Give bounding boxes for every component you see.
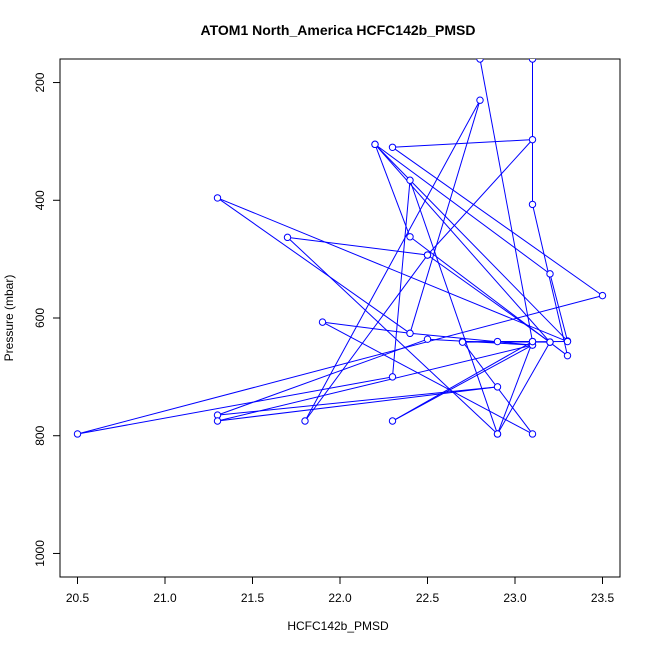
- series-line-segment: [409, 100, 481, 334]
- data-point: [528, 200, 537, 209]
- data-point: [546, 338, 554, 346]
- series-line-segment: [532, 204, 568, 356]
- series-line-segment: [217, 344, 533, 422]
- series-lines: [77, 59, 603, 435]
- series-line-segment: [287, 236, 498, 435]
- series-line-segment: [392, 180, 411, 377]
- x-tick-label: 20.5: [66, 591, 90, 605]
- data-point: [213, 194, 222, 202]
- series-line-segment: [374, 144, 568, 342]
- series-line-segment: [392, 344, 533, 422]
- data-point: [301, 417, 309, 425]
- plot-area: [73, 59, 607, 438]
- series-line-segment: [77, 295, 603, 435]
- data-point: [406, 329, 414, 338]
- series-line-segment: [374, 144, 411, 237]
- series-line-segment: [217, 338, 428, 416]
- series-line-segment: [409, 180, 498, 435]
- data-point: [388, 373, 397, 381]
- data-point: [423, 251, 432, 259]
- data-point: [283, 233, 292, 242]
- data-point: [546, 270, 554, 278]
- series-line-segment: [304, 99, 481, 422]
- data-point: [458, 338, 467, 346]
- series-line-segment: [374, 144, 551, 343]
- data-point: [318, 318, 327, 326]
- data-point: [493, 337, 502, 346]
- data-point: [406, 176, 414, 184]
- data-point: [563, 337, 572, 346]
- data-point: [563, 351, 572, 360]
- series-line-segment: [217, 197, 568, 343]
- data-point: [476, 59, 484, 63]
- data-point: [73, 430, 82, 438]
- data-point: [371, 140, 379, 149]
- data-point: [528, 430, 537, 438]
- data-point: [388, 143, 397, 151]
- y-tick-label: 600: [33, 308, 47, 328]
- series-line-segment: [374, 143, 551, 275]
- y-tick-label: 200: [33, 72, 47, 92]
- data-point: [213, 417, 222, 425]
- series-line-segment: [497, 341, 551, 435]
- data-point: [598, 291, 607, 300]
- x-tick-label: 22.5: [416, 591, 440, 605]
- data-point: [528, 59, 537, 63]
- data-point: [528, 337, 537, 346]
- series-line-segment: [322, 321, 533, 435]
- series-line-segment: [304, 254, 428, 422]
- x-tick-label: 23.0: [503, 591, 527, 605]
- series-line-segment: [497, 341, 533, 435]
- y-tick-label: 800: [33, 425, 47, 445]
- x-tick-label: 21.5: [241, 591, 265, 605]
- series-line-segment: [392, 341, 533, 422]
- data-point: [423, 335, 432, 343]
- series-line-segment: [427, 139, 533, 256]
- x-tick-label: 23.5: [591, 591, 615, 605]
- series-line-segment: [479, 59, 533, 342]
- x-tick-label: 22.0: [328, 591, 352, 605]
- data-point: [476, 96, 484, 104]
- series-line-segment: [322, 321, 411, 334]
- data-point: [406, 233, 414, 241]
- data-point: [493, 430, 502, 438]
- series-line-segment: [427, 254, 551, 343]
- x-axis-label: HCFC142b_PMSD: [287, 619, 389, 633]
- series-line-segment: [217, 197, 411, 334]
- plot-frame: [59, 58, 621, 578]
- y-axis-label: Pressure (mbar): [2, 275, 16, 362]
- series-line-segment: [77, 376, 393, 435]
- series-line-segment: [462, 341, 498, 343]
- chart-title: ATOM1 North_America HCFC142b_PMSD: [201, 22, 476, 38]
- series-line-segment: [392, 146, 603, 297]
- y-tick-label: 1000: [33, 540, 47, 567]
- data-point: [493, 383, 502, 391]
- series-line-segment: [287, 236, 428, 256]
- series-line-segment: [217, 386, 498, 422]
- series-line-segment: [392, 139, 533, 148]
- data-point: [388, 417, 397, 425]
- data-point: [528, 135, 537, 144]
- series-line-segment: [409, 332, 533, 346]
- y-tick-label: 400: [33, 190, 47, 210]
- x-axis: 20.5 21.0 21.5 22.0 22.5 23.0 23.5: [66, 576, 615, 605]
- x-tick-label: 21.0: [153, 591, 177, 605]
- series-points: [73, 59, 607, 438]
- y-axis: 200 400 600 800 1000: [33, 72, 61, 567]
- series-line-segment: [217, 386, 498, 416]
